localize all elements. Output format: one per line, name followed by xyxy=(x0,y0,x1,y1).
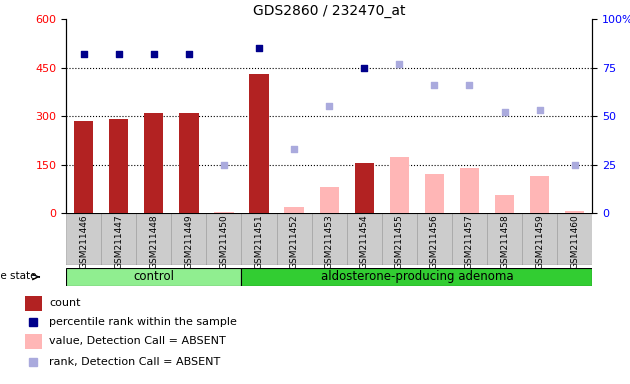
Point xyxy=(149,51,159,57)
Bar xyxy=(417,213,452,265)
Bar xyxy=(25,334,42,349)
Text: GSM211458: GSM211458 xyxy=(500,214,509,269)
Point xyxy=(289,146,299,152)
Text: GSM211447: GSM211447 xyxy=(114,214,123,269)
Point xyxy=(219,162,229,168)
Bar xyxy=(25,296,42,311)
Bar xyxy=(207,213,241,265)
Bar xyxy=(66,268,241,286)
Text: GSM211453: GSM211453 xyxy=(324,214,334,269)
Text: GSM211448: GSM211448 xyxy=(149,214,158,269)
Point xyxy=(113,51,123,57)
Point xyxy=(500,109,510,115)
Bar xyxy=(346,213,382,265)
Point xyxy=(79,51,89,57)
Bar xyxy=(277,213,312,265)
Bar xyxy=(74,121,93,213)
Bar xyxy=(487,213,522,265)
Text: GSM211452: GSM211452 xyxy=(290,214,299,269)
Bar xyxy=(425,174,444,213)
Bar xyxy=(285,207,304,213)
Text: GSM211457: GSM211457 xyxy=(465,214,474,269)
Text: GSM211454: GSM211454 xyxy=(360,214,369,269)
Bar xyxy=(522,213,557,265)
Bar xyxy=(382,213,417,265)
Bar xyxy=(241,213,277,265)
Text: GSM211455: GSM211455 xyxy=(395,214,404,269)
Text: GSM211456: GSM211456 xyxy=(430,214,439,269)
Bar xyxy=(144,113,163,213)
Bar xyxy=(241,268,592,286)
Bar xyxy=(530,176,549,213)
Bar xyxy=(319,187,339,213)
Bar xyxy=(390,157,409,213)
Bar xyxy=(565,210,584,213)
Point xyxy=(534,107,544,113)
Bar xyxy=(66,213,101,265)
Text: rank, Detection Call = ABSENT: rank, Detection Call = ABSENT xyxy=(49,358,220,367)
Text: disease state: disease state xyxy=(0,271,37,281)
Text: GSM211451: GSM211451 xyxy=(255,214,263,269)
Bar xyxy=(101,213,136,265)
Point xyxy=(184,51,194,57)
Point xyxy=(324,103,334,109)
Text: GSM211460: GSM211460 xyxy=(570,214,579,269)
Bar xyxy=(180,113,198,213)
Text: value, Detection Call = ABSENT: value, Detection Call = ABSENT xyxy=(49,336,226,346)
Point xyxy=(464,82,474,88)
Point xyxy=(429,82,439,88)
Text: percentile rank within the sample: percentile rank within the sample xyxy=(49,317,237,327)
Text: count: count xyxy=(49,298,81,308)
Point xyxy=(254,45,264,51)
Bar xyxy=(312,213,347,265)
Bar xyxy=(109,119,129,213)
Bar xyxy=(249,74,268,213)
Bar xyxy=(171,213,207,265)
Bar xyxy=(460,168,479,213)
Bar xyxy=(452,213,487,265)
Point xyxy=(394,61,404,67)
Text: aldosterone-producing adenoma: aldosterone-producing adenoma xyxy=(321,270,513,283)
Point xyxy=(359,65,369,71)
Title: GDS2860 / 232470_at: GDS2860 / 232470_at xyxy=(253,4,406,18)
Point xyxy=(570,162,580,168)
Text: GSM211449: GSM211449 xyxy=(185,214,193,269)
Text: GSM211459: GSM211459 xyxy=(535,214,544,269)
Text: GSM211450: GSM211450 xyxy=(219,214,229,269)
Bar xyxy=(557,213,592,265)
Bar xyxy=(355,163,374,213)
Bar xyxy=(136,213,171,265)
Text: control: control xyxy=(134,270,175,283)
Bar xyxy=(495,195,514,213)
Bar xyxy=(214,212,234,213)
Text: GSM211446: GSM211446 xyxy=(79,214,88,269)
